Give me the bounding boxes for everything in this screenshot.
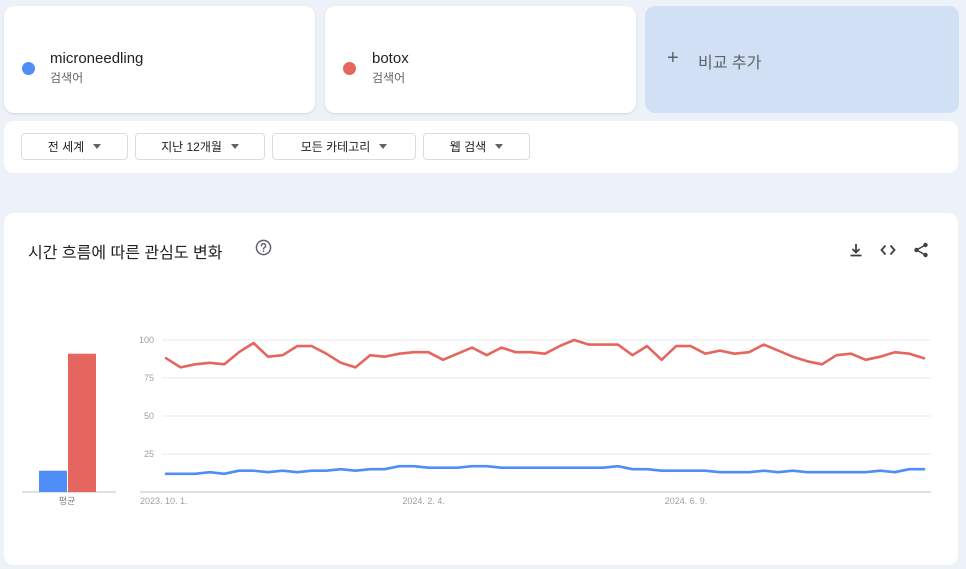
- time-range-filter-label: 지난 12개월: [161, 140, 222, 154]
- panel-title: 시간 흐름에 따른 관심도 변화: [28, 245, 223, 262]
- average-bar-chart: 평균: [22, 353, 116, 506]
- series-line-microneedling[interactable]: [164, 464, 926, 476]
- term-card-microneedling[interactable]: microneedling 검색어: [4, 6, 315, 113]
- term-kind: 검색어: [50, 71, 84, 85]
- region-filter-label: 전 세계: [47, 140, 85, 154]
- y-tick-label: 25: [144, 449, 154, 459]
- download-icon[interactable]: [847, 241, 865, 259]
- add-comparison-button[interactable]: + 비교 추가: [645, 6, 959, 113]
- region-filter[interactable]: 전 세계: [21, 133, 128, 160]
- term-kind: 검색어: [372, 71, 406, 85]
- category-filter[interactable]: 모든 카테고리: [272, 133, 416, 160]
- series-color-dot: [22, 62, 35, 75]
- interest-line-chart: 25 50 75 100 2023. 10. 1. 2024. 2. 4. 2024. 6.…: [139, 335, 931, 506]
- y-tick-label: 75: [144, 373, 154, 383]
- add-comparison-label: 비교 추가: [698, 55, 762, 72]
- term-card-botox[interactable]: botox 검색어: [325, 6, 636, 113]
- category-filter-label: 모든 카테고리: [300, 140, 371, 154]
- filter-bar: 전 세계 지난 12개월 모든 카테고리 웹 검색: [4, 121, 958, 173]
- series-line-botox[interactable]: [164, 338, 926, 369]
- average-bar-botox[interactable]: [68, 353, 96, 492]
- y-tick-label: 50: [144, 411, 154, 421]
- term-name: botox: [372, 50, 409, 67]
- help-icon[interactable]: [255, 239, 272, 256]
- search-type-filter-label: 웹 검색: [449, 140, 487, 154]
- dropdown-caret-icon: [93, 144, 102, 149]
- average-bar-microneedling[interactable]: [39, 470, 67, 492]
- x-tick-label: 2024. 6. 9.: [665, 496, 708, 506]
- x-tick-label: 2024. 2. 4.: [402, 496, 445, 506]
- x-tick-label: 2023. 10. 1.: [140, 496, 188, 506]
- embed-code-icon[interactable]: [879, 241, 897, 259]
- dropdown-caret-icon: [230, 144, 239, 149]
- term-name: microneedling: [50, 50, 144, 67]
- average-label: 평균: [59, 496, 76, 506]
- interest-over-time-panel: 시간 흐름에 따른 관심도 변화 평균 25 50 75 100 2023. 10. 1…: [4, 213, 958, 565]
- search-type-filter[interactable]: 웹 검색: [423, 133, 530, 160]
- time-range-filter[interactable]: 지난 12개월: [135, 133, 265, 160]
- series-color-dot: [343, 62, 356, 75]
- plus-icon: +: [667, 47, 679, 69]
- dropdown-caret-icon: [495, 144, 504, 149]
- share-icon[interactable]: [912, 241, 930, 259]
- dropdown-caret-icon: [379, 144, 388, 149]
- y-tick-label: 100: [139, 335, 154, 345]
